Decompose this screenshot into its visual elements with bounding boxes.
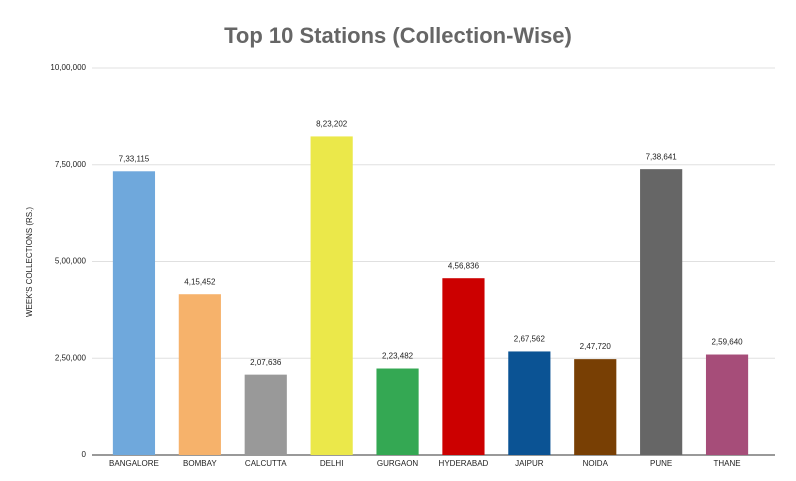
value-label: 2,59,640 xyxy=(711,338,743,347)
value-label: 7,38,641 xyxy=(646,152,678,161)
x-tick-label: BOMBAY xyxy=(183,459,217,468)
y-tick-label: 0 xyxy=(82,450,87,459)
bar xyxy=(112,171,156,456)
x-tick-label: THANE xyxy=(713,459,740,468)
value-label: 2,07,636 xyxy=(250,358,282,367)
value-label: 2,47,720 xyxy=(580,342,612,351)
value-label: 8,23,202 xyxy=(316,120,348,129)
value-label: 2,67,562 xyxy=(514,335,546,344)
x-tick-label: JAIPUR xyxy=(515,459,544,468)
y-tick-label: 7,50,000 xyxy=(55,160,87,169)
y-tick-label: 5,00,000 xyxy=(55,257,87,266)
bar xyxy=(310,136,353,455)
value-label: 4,56,836 xyxy=(448,261,480,270)
x-tick-label: CALCUTTA xyxy=(245,459,287,468)
value-label: 7,33,115 xyxy=(119,154,150,163)
x-tick-label: GURGAON xyxy=(377,459,419,468)
bar xyxy=(178,294,221,455)
y-axis-label: WEEK'S COLLECTIONS (RS.) xyxy=(25,207,34,317)
bar xyxy=(640,169,683,455)
value-label: 4,15,452 xyxy=(184,277,216,286)
chart-title: Top 10 Stations (Collection-Wise) xyxy=(224,23,572,48)
bar xyxy=(574,359,617,455)
value-label: 2,23,482 xyxy=(382,352,414,361)
bar xyxy=(244,374,287,455)
bar xyxy=(508,351,551,455)
bar xyxy=(705,354,749,455)
x-tick-label: NOIDA xyxy=(583,459,609,468)
x-tick-label: HYDERABAD xyxy=(439,459,489,468)
bar xyxy=(442,278,485,455)
y-tick-label: 10,00,000 xyxy=(50,63,86,72)
x-tick-label: PUNE xyxy=(650,459,672,468)
x-tick-label: DELHI xyxy=(320,459,344,468)
bar xyxy=(376,368,419,455)
y-tick-label: 2,50,000 xyxy=(55,353,87,362)
x-tick-label: BANGALORE xyxy=(109,459,159,468)
